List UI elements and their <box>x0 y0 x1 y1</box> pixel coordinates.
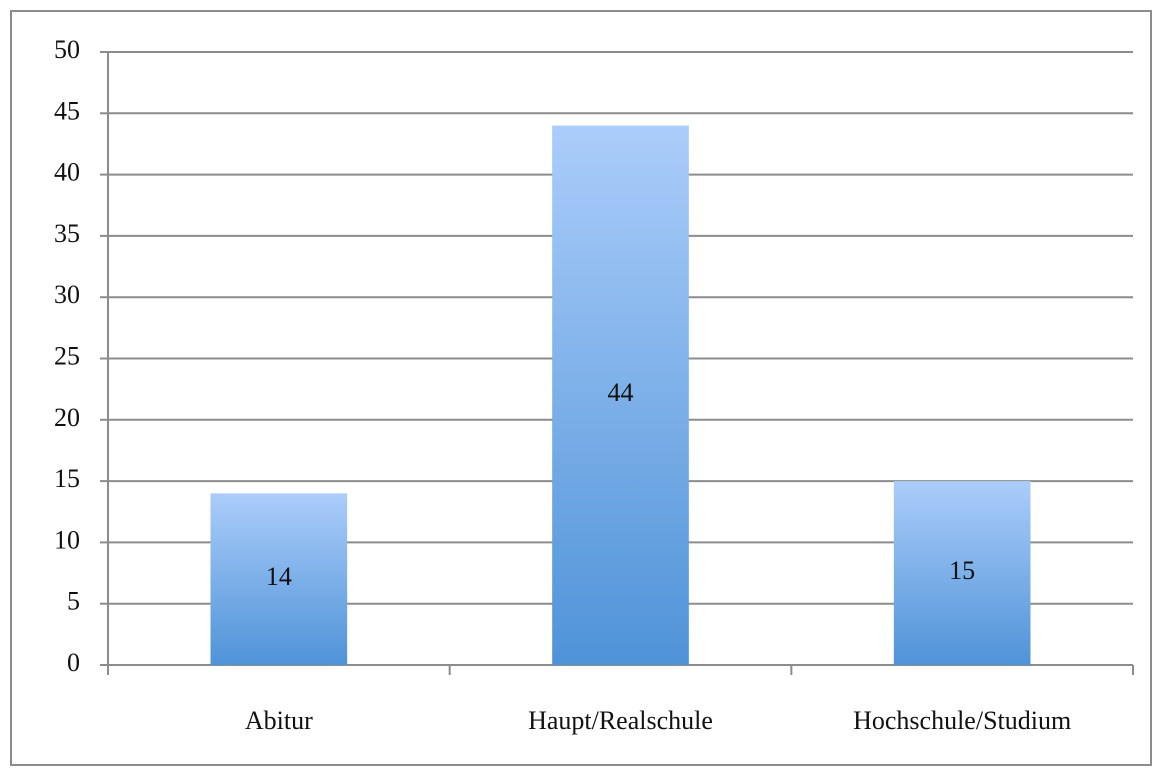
chart-frame <box>10 10 1152 766</box>
bar <box>893 481 1031 665</box>
y-tick-label: 45 <box>54 96 80 125</box>
y-tick-label: 50 <box>54 35 80 64</box>
y-tick-label: 35 <box>54 219 80 248</box>
y-tick-label: 15 <box>54 464 80 493</box>
y-tick-label: 0 <box>67 648 80 677</box>
x-tick-label: Hochschule/Studium <box>853 706 1071 735</box>
bar <box>210 493 348 665</box>
y-tick-label: 30 <box>54 280 80 309</box>
y-tick-label: 5 <box>67 587 80 616</box>
x-tick-label: Haupt/Realschule <box>528 706 713 735</box>
y-tick-label: 10 <box>54 525 80 554</box>
data-label: 14 <box>266 562 292 591</box>
x-tick-label: Abitur <box>245 706 313 735</box>
bar <box>552 125 689 665</box>
y-tick-label: 40 <box>54 158 80 187</box>
y-tick-label: 20 <box>54 403 80 432</box>
y-tick-label: 25 <box>54 341 80 370</box>
data-label: 44 <box>608 378 634 407</box>
data-label: 15 <box>949 556 975 585</box>
